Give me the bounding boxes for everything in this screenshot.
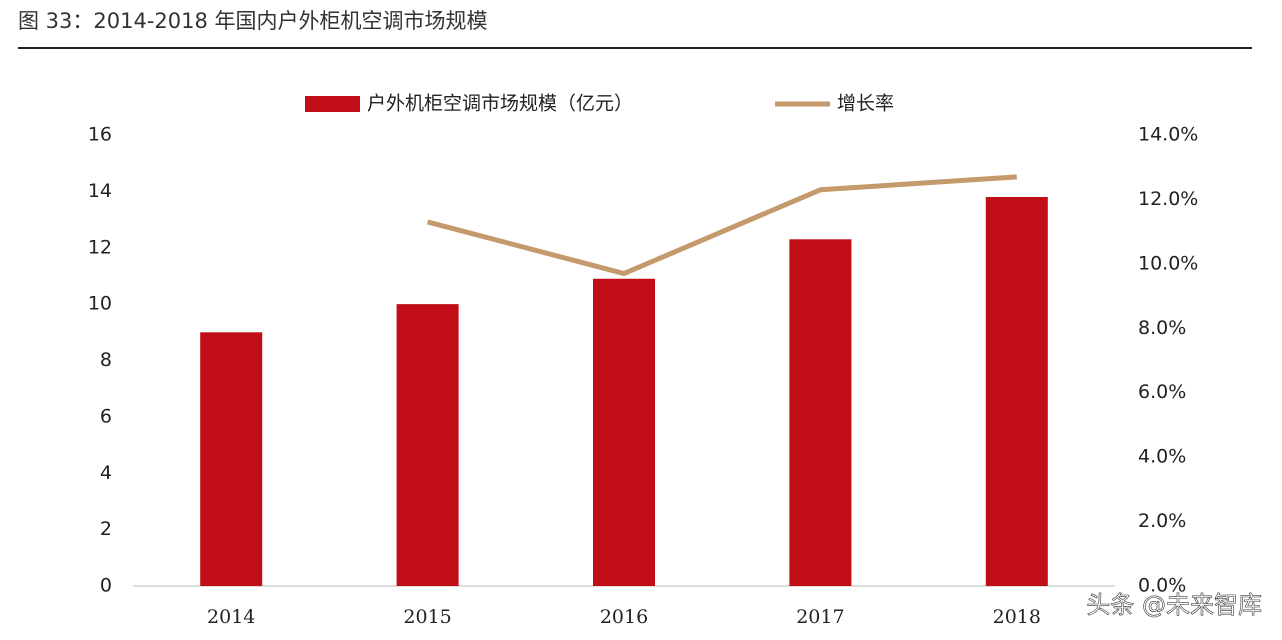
y2-tick-label: 14.0%: [1138, 124, 1198, 146]
legend-label: 增长率: [837, 93, 894, 115]
y2-tick-label: 12.0%: [1138, 188, 1198, 210]
bar: [593, 278, 655, 586]
watermark: 头条 @未来智库: [1086, 591, 1262, 619]
y-tick-label: 10: [88, 293, 112, 315]
growth-line: [426, 174, 1017, 277]
y-tick-label: 6: [100, 405, 112, 427]
x-tick-label: 2014: [207, 606, 255, 628]
y-tick-label: 4: [100, 462, 112, 484]
chart-title: 图 33：2014-2018 年国内户外柜机空调市场规模: [18, 9, 488, 33]
y2-tick-label: 0.0%: [1138, 575, 1186, 597]
y2-tick-label: 10.0%: [1138, 252, 1198, 274]
bar: [396, 304, 459, 586]
legend-swatch: [305, 96, 360, 112]
bar: [789, 239, 852, 586]
bar: [200, 332, 263, 586]
y2-tick-label: 8.0%: [1138, 317, 1186, 339]
x-tick-label: 2017: [796, 606, 844, 628]
y-tick-label: 2: [100, 518, 112, 540]
x-tick-label: 2016: [600, 606, 648, 628]
x-tick-label: 2018: [993, 606, 1041, 628]
y2-tick-label: 2.0%: [1138, 510, 1186, 532]
y2-tick-label: 4.0%: [1138, 446, 1186, 468]
x-tick-label: 2015: [403, 606, 451, 628]
y2-tick-label: 6.0%: [1138, 381, 1186, 403]
y-tick-label: 14: [88, 180, 112, 202]
y-tick-label: 0: [100, 575, 112, 597]
y-tick-label: 16: [88, 124, 112, 146]
bar: [985, 197, 1048, 586]
legend-label: 户外机柜空调市场规模（亿元）: [367, 93, 633, 115]
y-tick-label: 8: [100, 349, 112, 371]
y-tick-label: 12: [88, 236, 112, 258]
